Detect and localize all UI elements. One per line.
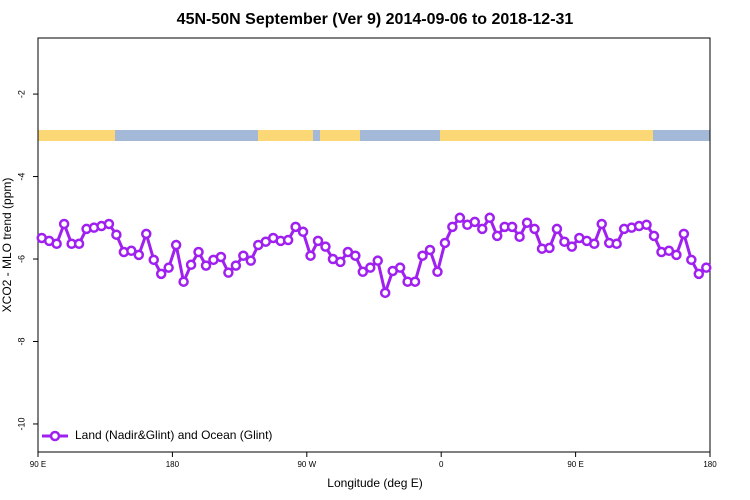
y-tick-label: -8: [16, 337, 26, 345]
ocean-strip: [38, 130, 710, 141]
data-point: [350, 250, 361, 261]
x-tick-label: 90 E: [567, 460, 583, 469]
x-axis-label: Longitude (deg E): [327, 476, 422, 490]
data-point: [320, 241, 331, 252]
data-point: [282, 234, 294, 246]
data-point: [693, 268, 705, 280]
data-point: [484, 212, 495, 224]
data-point: [394, 262, 406, 273]
data-point: [559, 236, 570, 247]
data-point: [223, 267, 234, 278]
data-point: [215, 251, 227, 263]
data-point: [491, 230, 503, 242]
data-point: [686, 254, 697, 266]
x-tick-label: 180: [703, 460, 717, 469]
x-tick-label: 90 E: [30, 460, 46, 469]
legend-label: Land (Nadir&Glint) and Ocean (Glint): [75, 428, 272, 442]
data-point: [200, 260, 212, 271]
data-point: [365, 262, 376, 273]
data-point: [297, 226, 309, 238]
data-point: [544, 242, 555, 254]
data-point: [424, 244, 436, 256]
data-point: [305, 250, 316, 261]
data-point: [58, 218, 70, 230]
y-tick-label: -6: [16, 255, 26, 263]
data-point: [51, 238, 62, 250]
data-point: [551, 223, 563, 235]
data-point: [379, 287, 391, 299]
data-point: [417, 250, 428, 261]
data-point: [566, 241, 578, 252]
data-point: [506, 221, 518, 233]
data-point: [454, 212, 466, 224]
data-point: [290, 221, 301, 233]
data-point: [521, 217, 533, 228]
data-point: [529, 223, 540, 235]
data-point: [671, 249, 682, 261]
data-point: [514, 231, 525, 243]
data-point: [238, 250, 249, 261]
data-point: [185, 259, 197, 271]
y-tick-label: -2: [16, 90, 26, 98]
y-tick-label: -10: [16, 417, 26, 430]
land-strip: [440, 130, 653, 141]
data-point: [589, 238, 600, 250]
data-point: [469, 216, 481, 228]
data-point: [335, 256, 346, 268]
x-tick-label: 180: [166, 460, 180, 469]
data-point: [641, 219, 652, 231]
land-strip: [320, 130, 360, 141]
data-point: [155, 268, 167, 280]
data-point: [126, 245, 137, 257]
land-strip: [38, 130, 115, 141]
legend: Land (Nadir&Glint) and Ocean (Glint): [42, 428, 272, 442]
data-point: [372, 255, 383, 266]
data-point: [447, 221, 458, 233]
data-point: [611, 238, 622, 250]
data-point: [409, 276, 421, 287]
data-point: [163, 262, 174, 273]
data-point: [178, 276, 189, 287]
y-tick-label: -4: [16, 173, 26, 181]
data-point: [312, 235, 324, 247]
data-point: [103, 218, 115, 230]
data-point: [170, 239, 182, 251]
legend-marker: [49, 430, 61, 442]
data-point: [245, 255, 257, 266]
data-point: [678, 228, 690, 240]
data-point: [111, 229, 122, 240]
chart-title: 45N-50N September (Ver 9) 2014-09-06 to …: [177, 11, 574, 28]
data-point: [477, 223, 488, 235]
x-tick-label: 90 W: [297, 460, 316, 469]
data-point: [648, 230, 660, 242]
data-point: [357, 266, 369, 278]
data-point: [663, 245, 675, 257]
x-tick-label: 0: [439, 460, 444, 469]
data-point: [133, 249, 145, 261]
land-strip: [258, 130, 313, 141]
plot-frame: [37, 37, 711, 453]
data-point: [230, 260, 242, 271]
y-axis-label: XCO2 - MLO trend (ppm): [0, 178, 14, 313]
data-point: [148, 254, 159, 266]
data-point: [432, 266, 443, 278]
data-point: [193, 246, 204, 258]
data-point: [141, 228, 152, 240]
data-point: [439, 237, 451, 249]
land-mask: [38, 130, 710, 141]
data-point: [596, 218, 607, 230]
data-point: [73, 238, 85, 250]
data-point: [701, 262, 712, 273]
